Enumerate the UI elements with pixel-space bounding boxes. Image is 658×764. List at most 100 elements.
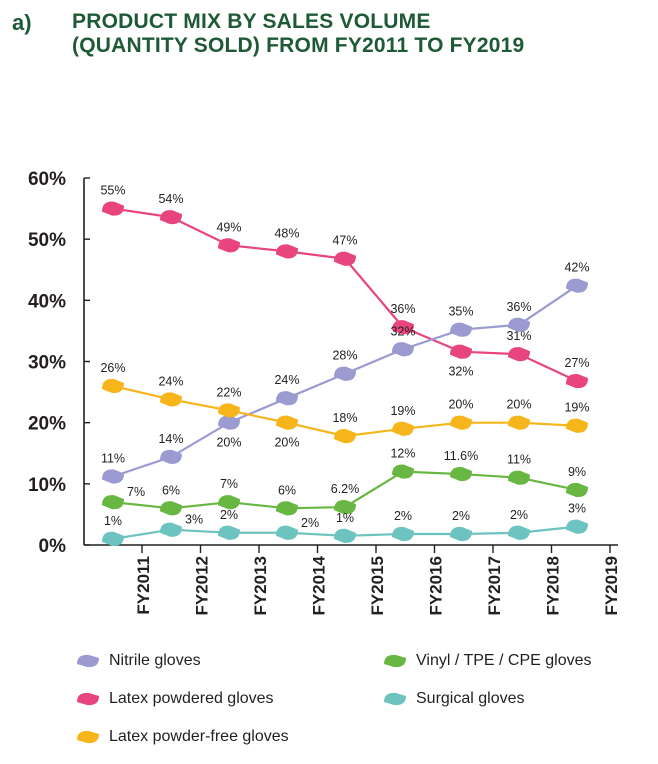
y-tick-label: 50% [28, 230, 66, 251]
nitrile-data-label: 32% [390, 324, 415, 338]
nitrile-data-label: 14% [158, 432, 183, 446]
nitrile-data-label: 36% [506, 300, 531, 314]
x-tick-label: FY2011 [134, 556, 153, 615]
vinyl-point [276, 501, 298, 516]
latex_powdered-data-label: 32% [448, 365, 473, 379]
latex_powdered-data-label: 36% [390, 302, 415, 316]
x-tick-label: FY2012 [193, 556, 212, 616]
latex_powdered-data-label: 31% [506, 329, 531, 343]
vinyl-data-label: 7% [220, 477, 238, 491]
latex_powder_free-data-label: 20% [506, 398, 531, 412]
latex_powdered-point [218, 238, 240, 253]
x-tick-label: FY2015 [368, 556, 387, 616]
vinyl-point [508, 470, 530, 485]
nitrile-point [276, 391, 298, 406]
nitrile-point [334, 366, 356, 381]
nitrile-data-label: 11% [101, 451, 125, 465]
vinyl-point [160, 501, 182, 516]
vinyl-point [102, 495, 124, 510]
chart-title-text: PRODUCT MIX BY SALES VOLUME (QUANTITY SO… [72, 10, 524, 58]
y-tick-label: 40% [28, 291, 66, 312]
latex_powder_free-data-label: 20% [448, 398, 473, 412]
vinyl-point [218, 495, 240, 510]
surgical-data-label: 2% [301, 516, 319, 530]
chart-title-line-2: (QUANTITY SOLD) FROM FY2011 TO FY2019 [72, 34, 525, 57]
surgical-data-label: 2% [452, 509, 470, 523]
latex_powder_free-data-label: 19% [390, 404, 415, 418]
latex_powder_free-point [160, 392, 182, 407]
latex_powder_free-point [392, 421, 414, 436]
nitrile-data-label: 28% [332, 349, 357, 363]
vinyl-data-label: 6.2% [331, 482, 360, 496]
latex_powdered-point [566, 373, 588, 389]
surgical-point [392, 526, 414, 542]
y-tick-label: 0% [39, 536, 67, 557]
latex_powdered-data-label: 49% [216, 220, 241, 234]
nitrile-point [218, 415, 240, 430]
surgical-point [276, 525, 298, 540]
nitrile-data-label: 42% [564, 261, 589, 275]
nitrile-point [102, 469, 124, 484]
latex_powdered-point [334, 251, 356, 266]
x-tick-label: FY2014 [310, 555, 329, 615]
latex_powdered-data-label: 55% [100, 184, 125, 198]
surgical-point [218, 525, 240, 540]
vinyl-point [392, 464, 414, 479]
nitrile-point [160, 449, 182, 465]
surgical-data-label: 3% [568, 502, 586, 516]
surgical-data-label: 3% [185, 513, 203, 527]
x-tick-label: FY2017 [485, 556, 504, 616]
surgical-data-label: 1% [336, 511, 354, 525]
latex_powder_free-data-label: 20% [274, 436, 299, 450]
nitrile-data-label: 20% [216, 436, 241, 450]
y-tick-label: 20% [28, 414, 66, 435]
chart-title-line-1: PRODUCT MIX BY SALES VOLUME [72, 10, 431, 33]
vinyl-data-label: 12% [390, 447, 415, 461]
latex_powdered-data-label: 27% [564, 356, 589, 370]
surgical-point [102, 531, 124, 546]
latex_powder_free-data-label: 24% [158, 374, 183, 388]
vinyl-point [450, 466, 472, 482]
vinyl-data-label: 9% [568, 465, 586, 479]
vinyl-data-label: 6% [278, 483, 296, 497]
latex_powder_free-data-label: 22% [216, 385, 241, 399]
surgical-data-label: 2% [394, 509, 412, 523]
latex_powder_free-data-label: 26% [100, 361, 125, 375]
vinyl-data-label: 7% [127, 485, 145, 499]
surgical-data-label: 1% [104, 514, 122, 528]
surgical-point [450, 526, 472, 542]
nitrile-data-label: 35% [448, 305, 473, 319]
vinyl-point [566, 482, 588, 498]
surgical-point [566, 519, 588, 534]
latex_powder_free-data-label: 19% [564, 401, 589, 415]
surgical-point [160, 522, 182, 537]
latex_powder_free-point [218, 403, 240, 418]
latex_powder_free-point [334, 429, 356, 444]
nitrile-data-label: 24% [274, 373, 299, 387]
latex_powdered-point [160, 210, 182, 225]
latex_powder_free-point [450, 415, 472, 430]
latex_powder_free-point [102, 378, 124, 394]
y-tick-label: 10% [28, 475, 66, 496]
latex_powdered-data-label: 54% [158, 192, 183, 206]
x-tick-label: FY2019 [602, 556, 621, 616]
x-tick-label: FY2016 [427, 556, 446, 616]
vinyl-point [334, 499, 356, 515]
latex_powdered-point [508, 347, 530, 362]
nitrile-point [508, 317, 530, 332]
surgical-data-label: 2% [510, 508, 528, 522]
latex_powdered-data-label: 48% [274, 226, 299, 240]
surgical-point [334, 528, 356, 543]
vinyl-data-label: 11% [507, 453, 531, 467]
latex_powder_free-point [566, 418, 588, 433]
latex_powdered-point [450, 344, 472, 359]
latex_powder_free-point [276, 415, 298, 430]
latex_powdered-point [102, 201, 124, 216]
latex_powdered-data-label: 47% [332, 234, 357, 248]
latex_powder_free-point [508, 415, 530, 430]
x-tick-label: FY2013 [251, 556, 270, 616]
nitrile-point [450, 322, 472, 337]
vinyl-data-label: 6% [162, 483, 180, 497]
x-tick-label: FY2018 [544, 556, 563, 616]
